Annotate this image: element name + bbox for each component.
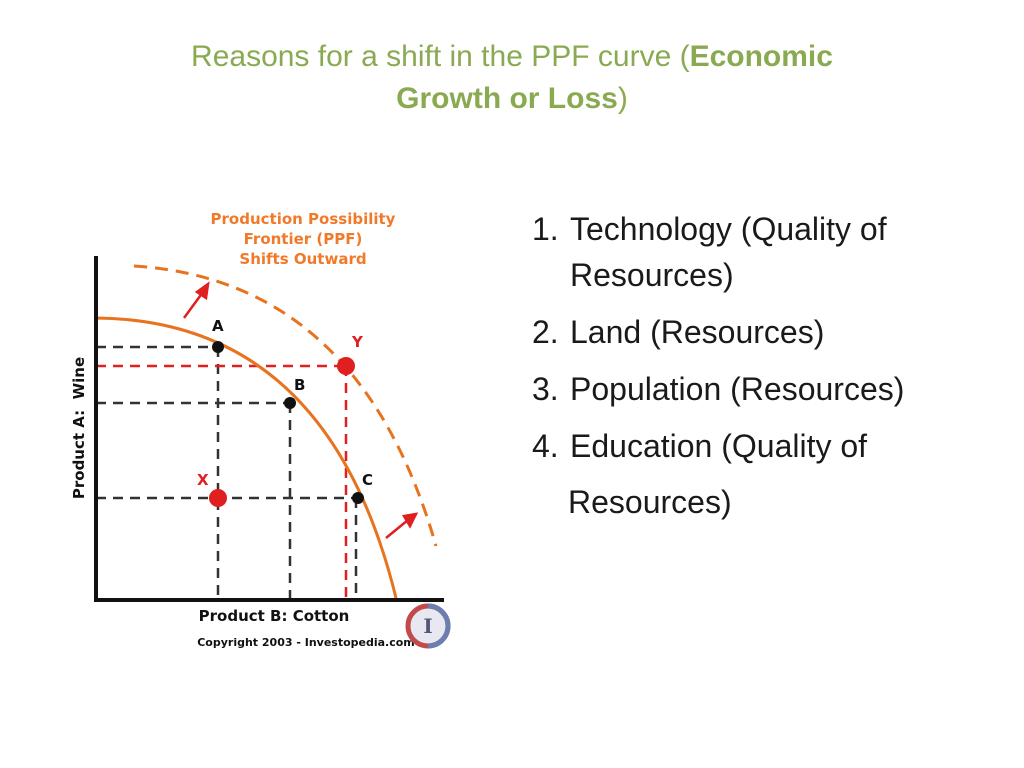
logo-ring-right <box>427 603 451 649</box>
point-b-label: B <box>294 376 305 394</box>
shift-arrow-top-head <box>194 281 210 301</box>
reason-text: Population (Resources) <box>570 371 905 407</box>
point-x-label: X <box>197 471 209 489</box>
point-a <box>212 341 224 353</box>
copyright-text: Copyright 2003 - Investopedia.com <box>197 636 415 649</box>
reason-text-continued: Resources) <box>570 257 734 293</box>
reason-text-continued: Resources) <box>568 484 732 520</box>
diagram-heading-line-1: Production Possibility <box>211 210 396 228</box>
point-y-label: Y <box>351 333 364 351</box>
title-prefix: Reasons for a shift in the PPF curve ( <box>191 40 690 73</box>
reason-text: Land (Resources) <box>570 314 825 350</box>
reason-item-education: 4. Education (Quality of Resources) <box>532 423 1012 525</box>
reason-number: 2. <box>532 314 559 350</box>
ppf-diagram-svg: Production Possibility Frontier (PPF) Sh… <box>70 210 451 649</box>
reason-number: 4. <box>532 428 559 464</box>
logo-letter: I <box>423 614 432 638</box>
reasons-list: 1. Technology (Quality of Resources) 2. La… <box>532 206 1012 536</box>
axes <box>94 256 444 602</box>
reason-number: 1. <box>532 211 559 247</box>
diagram-heading: Production Possibility Frontier (PPF) Sh… <box>211 210 396 268</box>
ppf-diagram: Production Possibility Frontier (PPF) Sh… <box>60 200 460 660</box>
reason-text: Technology (Quality of <box>570 211 887 247</box>
point-c <box>352 492 364 504</box>
shift-arrows <box>182 281 419 539</box>
guide-lines-y <box>96 364 348 598</box>
reason-number: 3. <box>532 371 559 407</box>
shift-arrow-top <box>182 291 205 319</box>
point-b <box>284 397 296 409</box>
slide-title: Reasons for a shift in the PPF curve (Ec… <box>150 36 874 120</box>
diagram-heading-line-2: Frontier (PPF) <box>244 230 363 248</box>
y-axis-label: Product A: Wine <box>70 357 88 499</box>
point-labels: A B C X Y <box>197 317 373 489</box>
diagram-heading-line-3: Shifts Outward <box>239 250 366 268</box>
x-axis-label: Product B: Cotton <box>199 607 350 625</box>
reason-item-land: 2. Land (Resources) <box>532 309 1012 355</box>
reason-item-technology: 1. Technology (Quality of Resources) <box>532 206 1012 298</box>
reason-text: Education (Quality of <box>570 428 868 464</box>
reason-item-population: 3. Population (Resources) <box>532 366 1012 412</box>
frontier-curve <box>95 316 398 599</box>
shift-arrow-bottom-head <box>401 512 419 529</box>
shift-arrow-bottom <box>385 519 409 539</box>
point-x <box>209 489 227 507</box>
guide-lines <box>96 345 358 598</box>
point-c-label: C <box>362 471 373 489</box>
point-a-label: A <box>212 317 224 335</box>
investopedia-logo: I <box>405 603 451 649</box>
title-suffix: ) <box>617 82 628 115</box>
point-y <box>337 357 355 375</box>
title-bold: Economic Growth or Loss <box>396 40 833 115</box>
